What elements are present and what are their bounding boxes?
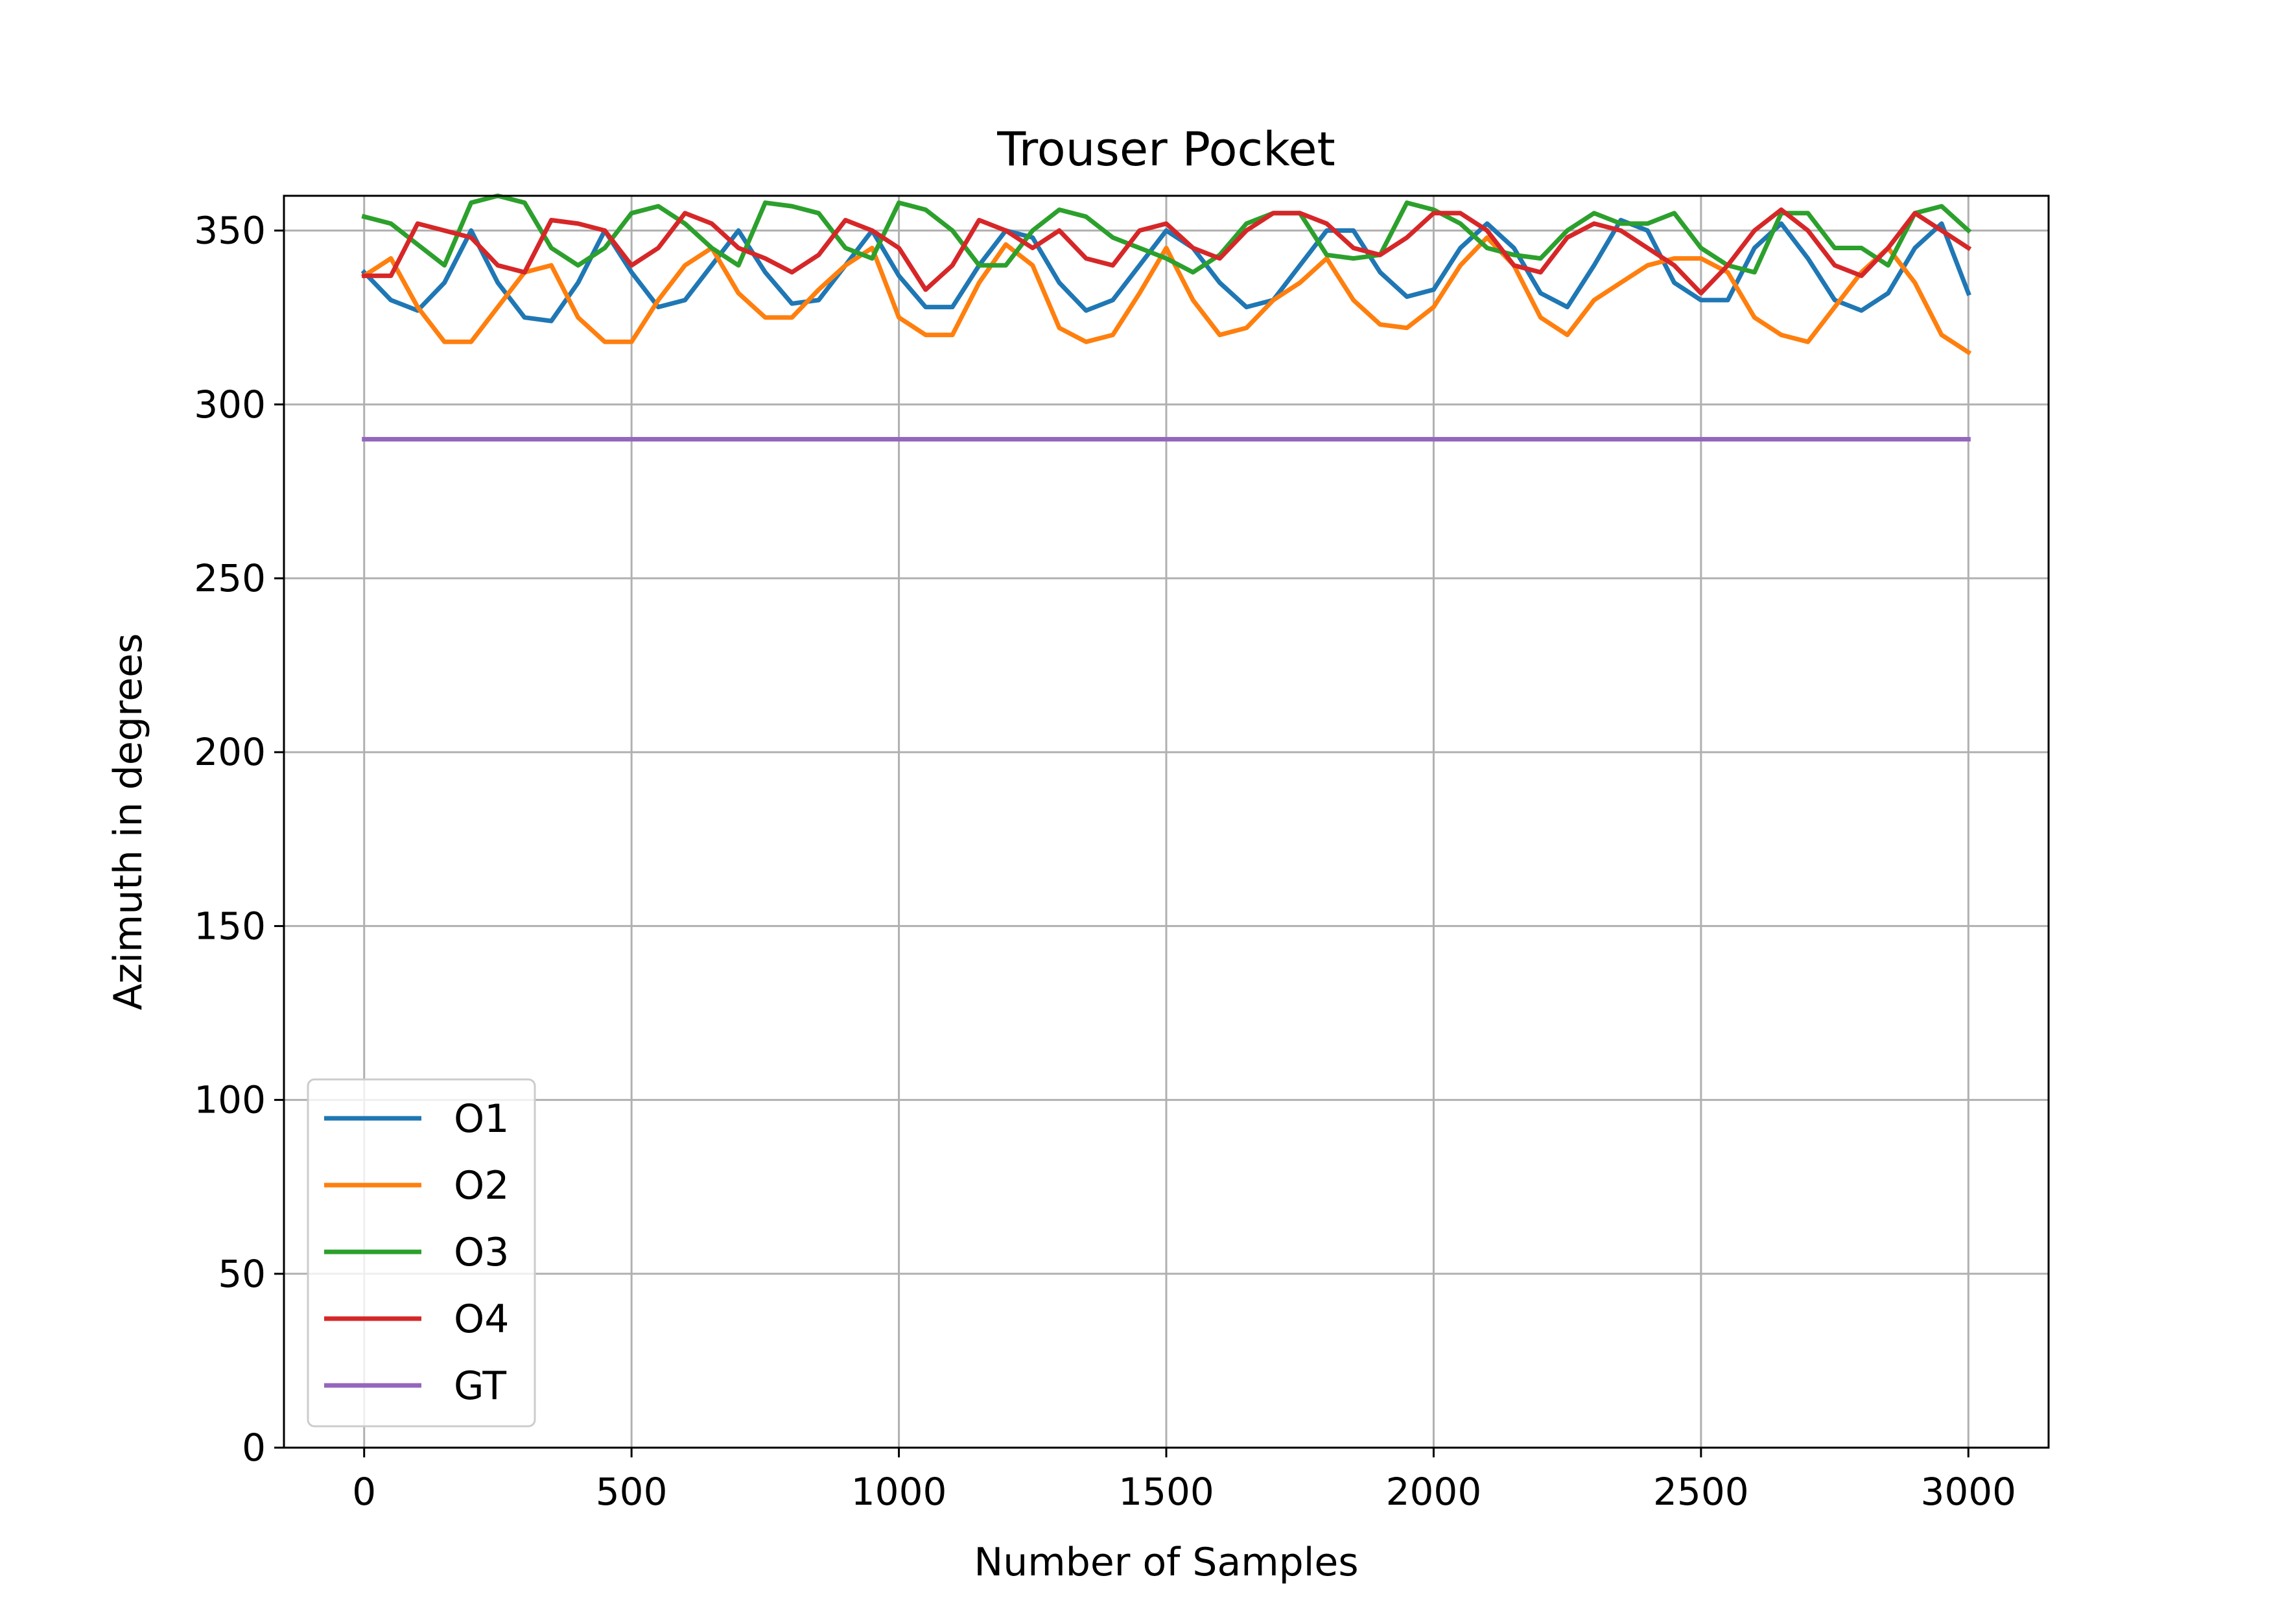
x-tick-label: 2500 [1653, 1470, 1749, 1514]
legend: O1 O2 O3 O4 GT [307, 1078, 536, 1428]
grid-layer [284, 196, 2049, 1449]
y-tick-label: 250 [194, 556, 266, 600]
y-tick-label: 200 [194, 730, 266, 774]
series-line-o3 [361, 193, 1972, 275]
x-tick-label: 1000 [851, 1470, 947, 1514]
series-layer [360, 193, 1972, 441]
y-tick-label: 350 [194, 209, 266, 253]
y-tick-label: 100 [194, 1078, 266, 1122]
legend-label-o4: O4 [454, 1297, 509, 1342]
legend-label-o3: O3 [454, 1230, 509, 1275]
x-tick-label: 2000 [1386, 1470, 1482, 1514]
y-tick-label: 300 [194, 382, 266, 427]
series-line-o4 [362, 207, 1972, 296]
y-tick-label: 0 [242, 1426, 266, 1470]
x-tick-label: 0 [352, 1470, 376, 1514]
legend-label-o2: O2 [454, 1163, 509, 1208]
legend-label-o1: O1 [454, 1096, 509, 1142]
x-tick-label: 500 [596, 1470, 668, 1514]
x-tick-label: 3000 [1920, 1470, 2016, 1514]
chart-title: Trouser Pocket [996, 122, 1335, 176]
series-line-o1 [360, 218, 1971, 324]
y-tick-label: 50 [218, 1252, 266, 1296]
x-axis-label: Number of Samples [974, 1540, 1358, 1585]
tick-layer: 0 500 1000 1500 2000 2500 3000 0 50 100 150 200 250 3… [194, 209, 2016, 1514]
series-line-o2 [360, 235, 1972, 356]
legend-label-gt: GT [454, 1363, 506, 1409]
x-tick-label: 1500 [1118, 1470, 1214, 1514]
y-tick-label: 150 [194, 904, 266, 948]
y-axis-label: Azimuth in degrees [106, 633, 151, 1011]
